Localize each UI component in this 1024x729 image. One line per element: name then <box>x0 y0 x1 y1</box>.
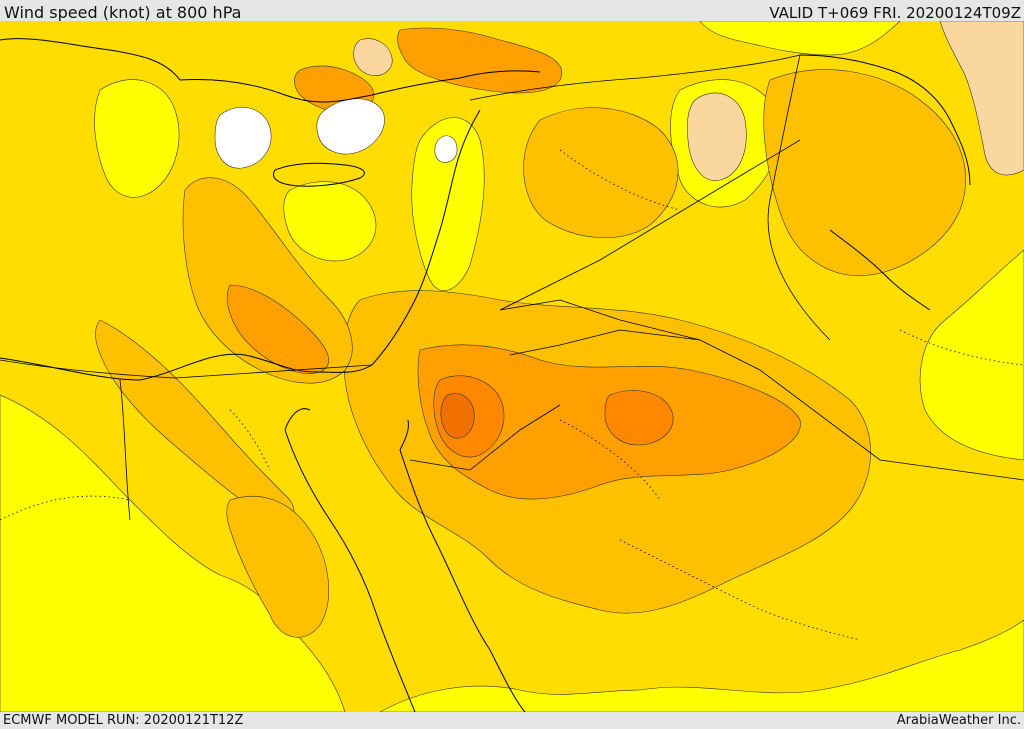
political-borders <box>0 54 1024 521</box>
map-title: Wind speed (knot) at 800 hPa <box>4 3 242 22</box>
gulf-of-suez <box>284 408 311 431</box>
band-calm-3 <box>434 135 458 163</box>
model-run: ECMWF MODEL RUN: 20200121T12Z <box>3 713 244 728</box>
border-iraq-saudi <box>509 329 701 356</box>
wind-speed-map <box>0 21 1024 712</box>
caspian-shore <box>799 54 971 186</box>
border-jordan-saudi-2 <box>409 404 561 471</box>
band-mid-nile <box>226 496 329 638</box>
band-lowest-southwest <box>0 394 346 712</box>
band-lowest-west-1 <box>94 79 180 198</box>
band-high-north <box>397 27 563 94</box>
band-pale-northeast <box>939 21 1024 176</box>
footer-bar: ECMWF MODEL RUN: 20200121T12Z ArabiaWeat… <box>0 712 1024 729</box>
black-sea-shore <box>0 38 181 81</box>
border-egypt-sudan <box>0 359 373 379</box>
border-egypt-libya <box>119 379 131 521</box>
header-bar: Wind speed (knot) at 800 hPa VALID T+069… <box>0 0 1024 22</box>
dotted-borders <box>0 149 1024 641</box>
valid-time: VALID T+069 FRI. 20200124T09Z <box>769 4 1021 22</box>
mediterranean-south-coast <box>0 109 481 381</box>
band-lowest-levant <box>411 117 485 291</box>
band-mid-northeast <box>523 107 679 239</box>
cyprus <box>273 162 365 187</box>
band-calm-1 <box>214 106 272 169</box>
border-saudi-jordan <box>499 299 1024 481</box>
border-iran-iraq <box>767 54 831 341</box>
band-pale-top <box>353 38 393 76</box>
band-lowest-west-2 <box>283 181 377 262</box>
coastlines <box>0 38 971 712</box>
band-higher-2 <box>604 390 674 446</box>
band-lowest-topright <box>699 21 901 56</box>
anatolia-coast <box>179 70 541 103</box>
band-lowest-east <box>919 249 1024 461</box>
border-syria-turkey <box>469 54 801 101</box>
border-iraq-syria <box>499 139 801 311</box>
band-pale-north <box>686 92 747 181</box>
band-mid-east <box>763 69 967 277</box>
gulf-of-aqaba <box>399 419 409 451</box>
red-sea-east-coast <box>399 449 526 712</box>
credit: ArabiaWeather Inc. <box>896 713 1021 728</box>
red-sea-west-coast <box>284 429 416 712</box>
persian-gulf <box>829 229 931 311</box>
band-peak <box>440 393 475 439</box>
band-calm-2 <box>316 98 385 155</box>
band-lowest-south <box>379 619 1024 712</box>
